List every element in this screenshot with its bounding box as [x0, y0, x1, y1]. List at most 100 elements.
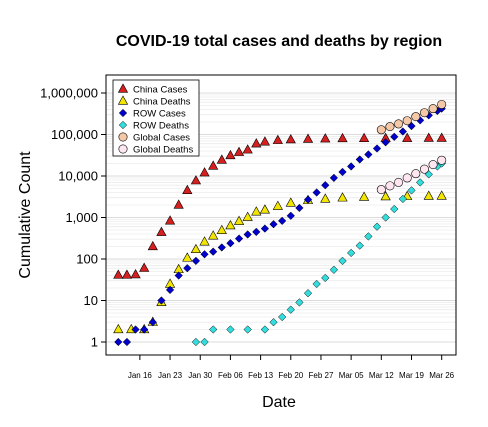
- data-point-row-deaths: [191, 337, 201, 347]
- x-tick-label: Feb 13: [248, 371, 273, 380]
- data-point-global-cases: [394, 119, 404, 129]
- data-point-row-cases: [312, 188, 321, 197]
- legend-label: China Cases: [133, 85, 188, 96]
- data-point-china-cases: [121, 269, 133, 279]
- data-point-row-deaths: [398, 194, 408, 204]
- legend-item-global-cases: Global Cases: [118, 132, 190, 144]
- data-point-china-deaths: [199, 236, 210, 246]
- y-tick-label: 10: [84, 293, 98, 308]
- data-point-row-cases: [329, 173, 339, 183]
- data-point-row-deaths: [303, 289, 313, 298]
- data-point-china-deaths: [225, 220, 236, 230]
- data-point-china-deaths: [190, 243, 202, 254]
- data-point-row-deaths: [338, 256, 347, 266]
- legend-label: Global Deaths: [133, 145, 193, 156]
- data-point-row-cases: [381, 138, 390, 147]
- data-point-china-deaths: [358, 191, 370, 201]
- y-tick-label: 1,000,000: [40, 86, 98, 101]
- data-point-global-deaths: [394, 177, 404, 187]
- data-point-china-deaths: [208, 230, 219, 240]
- data-point-global-cases: [376, 125, 386, 135]
- data-point-china-cases: [436, 132, 447, 142]
- y-tick-label: 1,000: [65, 210, 98, 225]
- data-point-china-cases: [320, 133, 331, 143]
- legend-marker: [118, 120, 128, 130]
- data-point-global-deaths: [428, 160, 438, 170]
- y-tick-label: 100: [76, 252, 98, 267]
- data-point-row-deaths: [286, 305, 295, 314]
- data-point-row-deaths: [312, 279, 321, 289]
- data-point-china-cases: [285, 134, 296, 144]
- legend-label: Global Cases: [133, 133, 190, 144]
- plot-border: [105, 74, 457, 356]
- data-point-row-deaths: [381, 213, 390, 222]
- legend-item-row-cases: ROW Cases: [118, 109, 186, 120]
- data-point-china-deaths: [113, 323, 124, 334]
- data-point-row-deaths: [269, 318, 278, 327]
- data-point-china-cases: [113, 269, 124, 279]
- data-point-china-cases: [337, 132, 348, 143]
- data-point-row-deaths: [295, 298, 304, 307]
- data-point-global-cases: [402, 116, 412, 126]
- data-point-china-cases: [190, 175, 202, 185]
- x-tick-label: Jan 23: [158, 371, 183, 380]
- legend-marker: [117, 83, 129, 93]
- data-point-row-deaths: [226, 325, 235, 334]
- x-tick-label: Feb 06: [218, 371, 243, 380]
- data-point-row-cases: [321, 181, 330, 190]
- data-point-china-cases: [208, 160, 219, 170]
- data-point-china-cases: [302, 133, 314, 143]
- data-point-china-deaths: [272, 200, 283, 210]
- data-point-row-cases: [364, 150, 373, 159]
- data-point-row-deaths: [209, 325, 218, 334]
- series-row-deaths: [191, 159, 446, 347]
- data-point-global-deaths: [376, 185, 386, 195]
- chart-title: COVID-19 total cases and deaths by regio…: [116, 33, 442, 50]
- data-point-row-cases: [269, 220, 278, 229]
- data-point-global-cases: [437, 99, 447, 109]
- data-point-row-deaths: [260, 325, 270, 334]
- data-point-row-cases: [191, 256, 201, 266]
- data-point-china-deaths: [423, 190, 434, 200]
- data-point-china-deaths: [251, 206, 262, 216]
- data-point-row-cases: [278, 216, 287, 226]
- x-axis-title: Date: [262, 394, 296, 411]
- data-point-row-cases: [252, 227, 261, 237]
- data-point-row-deaths: [372, 222, 382, 231]
- y-tick-label: 100,000: [51, 127, 98, 142]
- legend-marker: [118, 132, 128, 142]
- data-point-row-deaths: [346, 248, 356, 258]
- data-point-china-deaths: [242, 211, 253, 221]
- data-point-row-deaths: [415, 178, 425, 187]
- data-point-global-deaths: [437, 155, 447, 165]
- data-point-china-cases: [147, 240, 158, 251]
- legend-marker: [117, 95, 129, 105]
- data-point-row-deaths: [364, 232, 373, 241]
- data-point-global-deaths: [385, 181, 395, 191]
- data-point-china-cases: [130, 269, 141, 279]
- legend-label: ROW Cases: [133, 109, 186, 120]
- x-axis: Jan 16 Jan 23 Jan 30 Feb 06 Feb 13 Feb 20 Feb …: [128, 355, 455, 380]
- data-point-row-cases: [140, 325, 149, 334]
- data-point-row-deaths: [243, 325, 252, 334]
- data-point-china-cases: [173, 199, 184, 209]
- data-point-china-cases: [402, 132, 413, 142]
- data-point-china-deaths: [216, 224, 227, 234]
- legend-item-china-deaths: China Deaths: [117, 95, 191, 108]
- data-point-row-cases: [338, 167, 347, 177]
- data-point-china-deaths: [259, 204, 271, 214]
- data-point-row-cases: [355, 155, 364, 164]
- data-point-row-cases: [346, 162, 356, 171]
- data-point-china-cases: [199, 167, 210, 177]
- data-point-china-cases: [216, 154, 227, 164]
- data-point-row-cases: [183, 264, 192, 273]
- data-point-china-cases: [259, 136, 271, 146]
- data-point-row-cases: [148, 318, 157, 327]
- data-point-china-cases: [423, 132, 434, 142]
- data-point-china-cases: [358, 132, 370, 142]
- data-point-row-cases: [114, 337, 123, 347]
- data-point-row-deaths: [200, 337, 209, 347]
- data-point-row-cases: [295, 203, 304, 213]
